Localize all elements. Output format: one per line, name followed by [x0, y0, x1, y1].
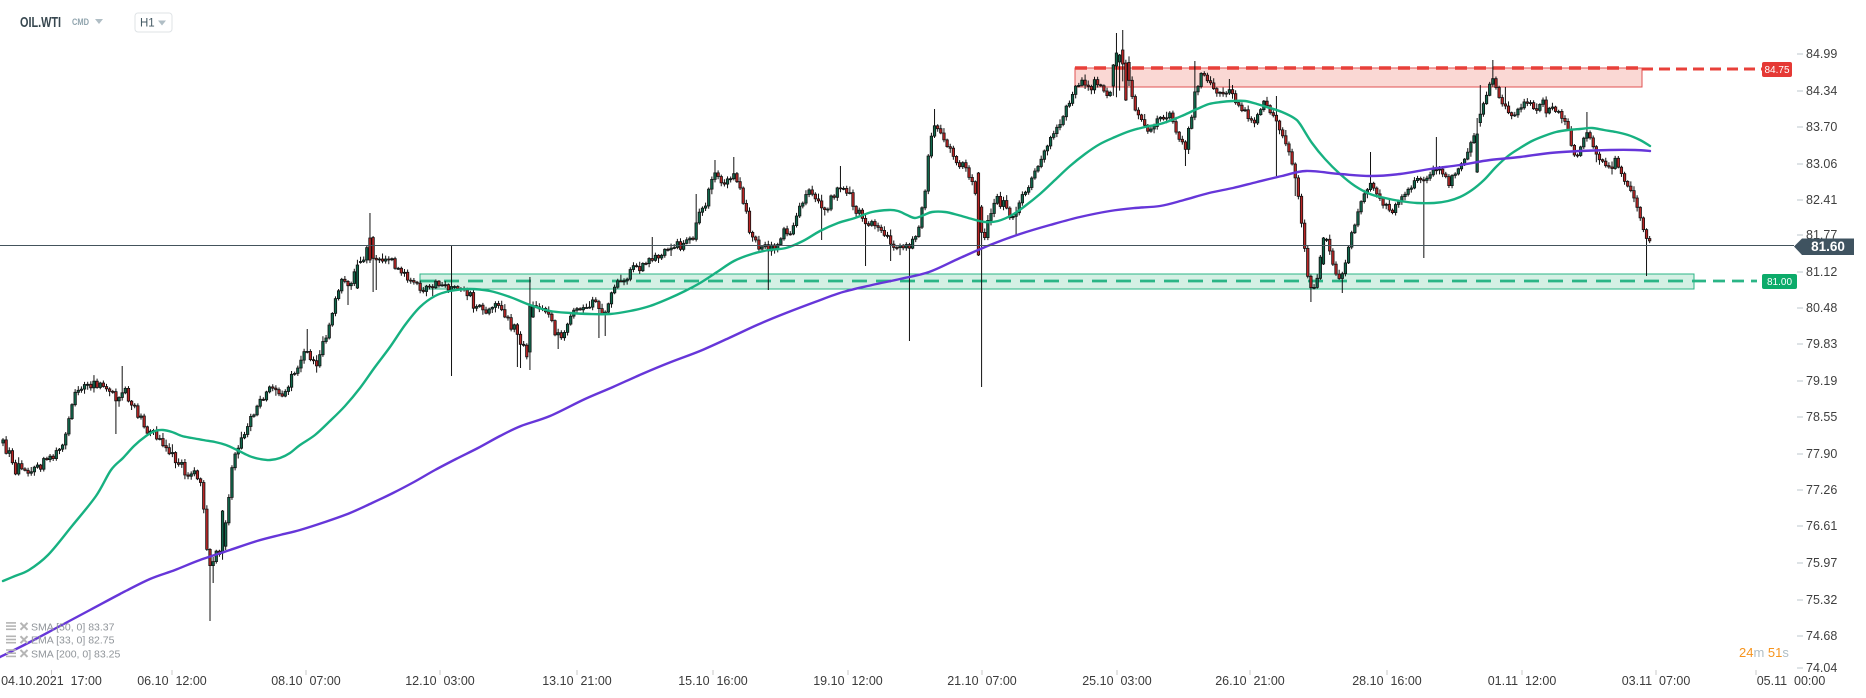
svg-text:80.48: 80.48	[1806, 301, 1837, 315]
svg-text:74.04: 74.04	[1806, 661, 1837, 675]
svg-text:01.11 12:00: 01.11 12:00	[1488, 674, 1557, 688]
svg-text:12.10 03:00: 12.10 03:00	[405, 674, 475, 688]
svg-text:SMA [50, 0] 83.37: SMA [50, 0] 83.37	[31, 621, 115, 633]
svg-text:21.10 07:00: 21.10 07:00	[947, 674, 1017, 688]
svg-text:OIL.WTI: OIL.WTI	[20, 15, 61, 31]
svg-text:81.60: 81.60	[1811, 239, 1845, 254]
svg-text:H1: H1	[140, 18, 155, 30]
svg-text:25.10 03:00: 25.10 03:00	[1082, 674, 1152, 688]
svg-text:03.11 07:00: 03.11 07:00	[1622, 674, 1691, 688]
svg-text:74.68: 74.68	[1806, 629, 1837, 643]
svg-text:81.12: 81.12	[1806, 265, 1837, 279]
svg-text:76.61: 76.61	[1806, 519, 1837, 533]
svg-text:77.26: 77.26	[1806, 483, 1837, 497]
svg-text:08.10 07:00: 08.10 07:00	[271, 674, 341, 688]
svg-text:83.06: 83.06	[1806, 157, 1837, 171]
svg-text:79.19: 79.19	[1806, 374, 1837, 388]
svg-text:84.99: 84.99	[1806, 47, 1837, 61]
svg-text:84.34: 84.34	[1806, 84, 1837, 98]
svg-text:77.90: 77.90	[1806, 447, 1837, 461]
svg-text:75.32: 75.32	[1806, 593, 1837, 607]
svg-text:EMA [33, 0] 82.75: EMA [33, 0] 82.75	[31, 635, 115, 647]
svg-text:19.10 12:00: 19.10 12:00	[813, 674, 883, 688]
svg-text:26.10 21:00: 26.10 21:00	[1215, 674, 1285, 688]
svg-text:83.70: 83.70	[1806, 120, 1837, 134]
svg-text:82.41: 82.41	[1806, 193, 1837, 207]
svg-text:CMD: CMD	[72, 17, 89, 28]
svg-text:04.10.2021 17:00: 04.10.2021 17:00	[1, 674, 102, 688]
svg-text:79.83: 79.83	[1806, 337, 1837, 351]
svg-text:78.55: 78.55	[1806, 410, 1837, 424]
svg-text:06.10 12:00: 06.10 12:00	[137, 674, 207, 688]
svg-text:13.10 21:00: 13.10 21:00	[542, 674, 612, 688]
svg-text:15.10 16:00: 15.10 16:00	[678, 674, 748, 688]
svg-text:28.10 16:00: 28.10 16:00	[1352, 674, 1422, 688]
svg-text:84.75: 84.75	[1764, 65, 1789, 76]
svg-text:05.11 00:00: 05.11 00:00	[1757, 674, 1826, 688]
svg-text:SMA [200, 0] 83.25: SMA [200, 0] 83.25	[31, 648, 120, 660]
svg-text:75.97: 75.97	[1806, 556, 1837, 570]
svg-text:24m 51s: 24m 51s	[1739, 645, 1789, 660]
svg-text:81.00: 81.00	[1767, 277, 1792, 288]
